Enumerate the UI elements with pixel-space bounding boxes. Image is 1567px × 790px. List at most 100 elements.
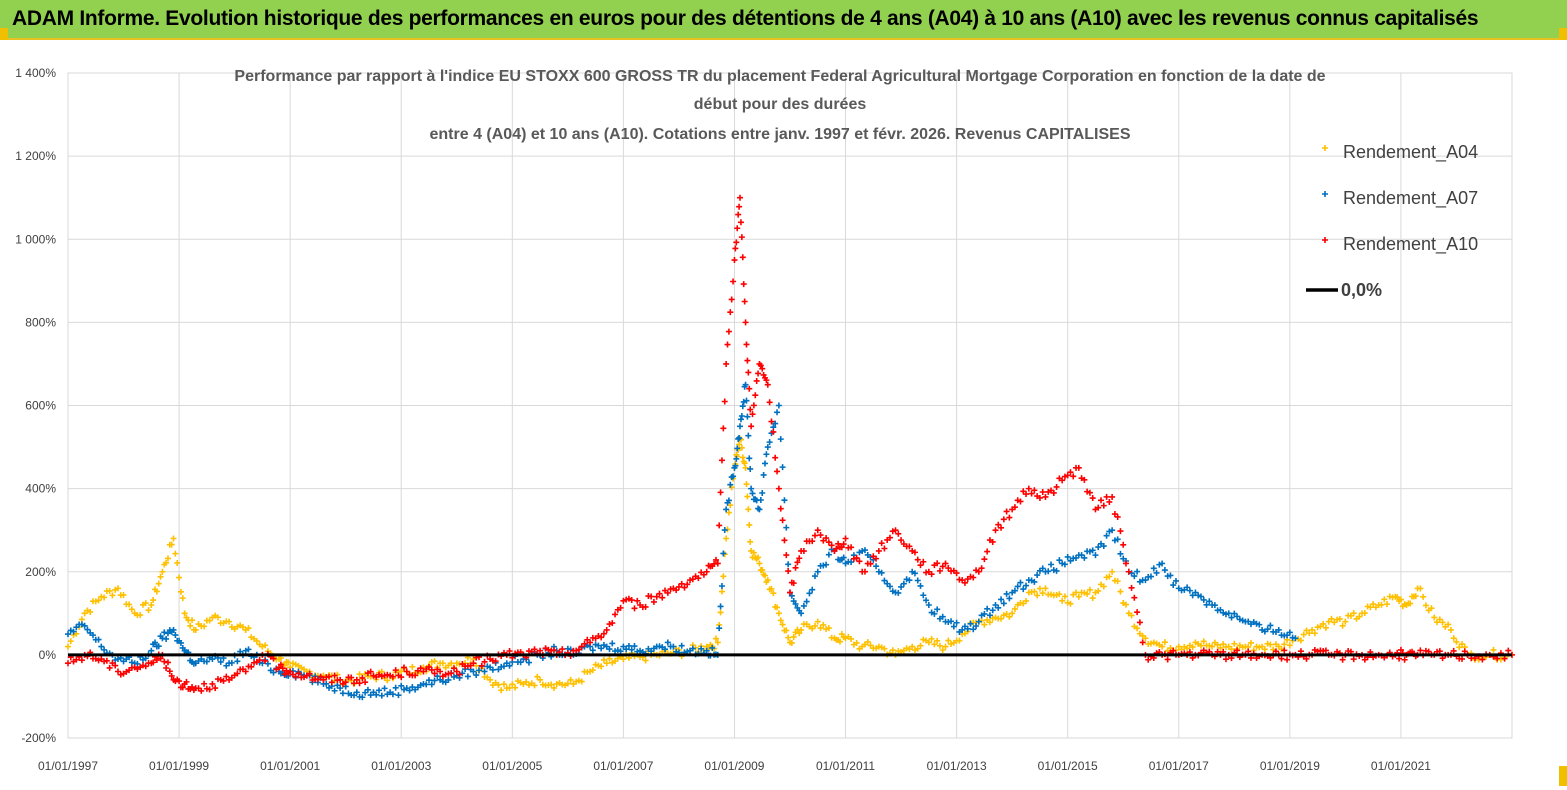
- data-point-rendement-a07-interp: [376, 687, 383, 694]
- data-point-rendement-a10: [1042, 493, 1049, 500]
- data-point-rendement-a07-interp: [423, 681, 430, 688]
- data-point-rendement-a10-interp: [1023, 491, 1030, 498]
- data-point-rendement-a10-interp: [995, 521, 1002, 528]
- data-point-rendement-a07-interp: [589, 647, 596, 654]
- data-point-rendement-a04-interp: [873, 645, 880, 652]
- data-point-rendement-a04-interp: [106, 587, 113, 594]
- data-point-rendement-a07-interp: [809, 586, 816, 593]
- data-point-rendement-a07-interp: [1289, 634, 1296, 641]
- data-point-rendement-a10-interp: [389, 673, 396, 680]
- data-point-rendement-a07-interp: [981, 610, 988, 617]
- legend-marker-swatch: [1322, 237, 1328, 243]
- data-point-rendement-a07-interp: [984, 605, 991, 612]
- data-point-rendement-a04: [742, 464, 749, 471]
- data-point-rendement-a04-interp: [1197, 642, 1204, 649]
- data-point-rendement-a10-interp: [755, 370, 762, 377]
- data-point-rendement-a10-interp: [351, 680, 358, 687]
- data-point-rendement-a10-interp: [1501, 655, 1508, 662]
- data-point-rendement-a10-interp: [417, 665, 424, 672]
- data-point-rendement-a04-interp: [889, 647, 896, 654]
- data-point-rendement-a10-interp: [650, 598, 657, 605]
- data-point-rendement-a10-interp: [359, 674, 366, 681]
- data-point-rendement-a07-interp: [1228, 614, 1235, 621]
- data-point-rendement-a07: [148, 647, 155, 654]
- data-point-rendement-a04-interp: [112, 586, 119, 593]
- data-point-rendement-a04-interp: [548, 681, 555, 688]
- data-point-rendement-a07-interp: [811, 573, 818, 580]
- data-point-rendement-a07-interp: [128, 659, 135, 666]
- data-point-rendement-a10-interp: [1128, 584, 1135, 591]
- data-point-rendement-a07-interp: [628, 646, 635, 653]
- data-point-rendement-a10-interp: [759, 365, 766, 372]
- data-point-rendement-a07-interp: [1239, 617, 1246, 624]
- data-point-rendement-a10-interp: [183, 678, 190, 685]
- data-point-rendement-a10-interp: [634, 597, 641, 604]
- data-point-rendement-a04-interp: [718, 588, 725, 595]
- data-point-rendement-a07-interp: [1106, 528, 1113, 535]
- data-point-rendement-a04-interp: [934, 637, 941, 644]
- data-point-rendement-a07-interp: [84, 626, 91, 633]
- data-point-rendement-a07-interp: [1056, 557, 1063, 564]
- data-point-rendement-a07: [748, 485, 755, 492]
- data-point-rendement-a07-interp: [745, 432, 752, 439]
- data-point-rendement-a07-interp: [803, 598, 810, 605]
- data-point-rendement-a10-interp: [478, 662, 485, 669]
- data-point-rendement-a04-interp: [1490, 646, 1497, 653]
- data-point-rendement-a04-interp: [1123, 601, 1130, 608]
- data-point-rendement-a10-interp: [667, 586, 674, 593]
- data-point-rendement-a04-interp: [1161, 639, 1168, 646]
- data-point-rendement-a04-interp: [741, 460, 748, 467]
- data-point-rendement-a04-interp: [790, 633, 797, 640]
- data-point-rendement-a04-interp: [95, 597, 102, 604]
- data-point-rendement-a10-interp: [142, 663, 149, 670]
- data-point-rendement-a07: [1092, 552, 1099, 559]
- data-point-rendement-a10-interp: [317, 673, 324, 680]
- data-point-rendement-a04-interp: [1428, 605, 1435, 612]
- data-point-rendement-a10-interp: [467, 662, 474, 669]
- data-point-rendement-a07-interp: [1103, 532, 1110, 539]
- data-point-rendement-a07-interp: [1000, 600, 1007, 607]
- data-point-rendement-a07-interp: [623, 646, 630, 653]
- data-point-rendement-a10-interp: [840, 541, 847, 548]
- data-point-rendement-a04-interp: [747, 538, 754, 545]
- data-point-rendement-a10-interp: [1272, 648, 1279, 655]
- data-point-rendement-a07-interp: [473, 672, 480, 679]
- data-point-rendement-a07-interp: [749, 490, 756, 497]
- data-point-rendement-a07-interp: [606, 646, 613, 653]
- data-point-rendement-a07-interp: [1167, 572, 1174, 579]
- data-point-rendement-a04-interp: [1417, 585, 1424, 592]
- data-point-rendement-a10-interp: [956, 576, 963, 583]
- data-point-rendement-a10-interp: [1000, 516, 1007, 523]
- data-point-rendement-a10-interp: [598, 634, 605, 641]
- legend-item: Rendement_A07: [1322, 188, 1478, 209]
- chart-title-line: début pour des durées: [694, 96, 867, 113]
- data-point-rendement-a07-interp: [481, 668, 488, 675]
- data-point-rendement-a07-interp: [1053, 567, 1060, 574]
- data-point-rendement-a10-interp: [398, 674, 405, 681]
- data-point-rendement-a07-interp: [1267, 622, 1274, 629]
- data-point-rendement-a10-interp: [923, 569, 930, 576]
- data-point-rendement-a10-interp: [356, 680, 363, 687]
- data-point-rendement-a07-interp: [179, 644, 186, 651]
- data-point-rendement-a10-interp: [279, 665, 286, 672]
- data-point-rendement-a07-interp: [878, 569, 885, 576]
- data-point-rendement-a07-interp: [1100, 543, 1107, 550]
- data-point-rendement-a10-interp: [718, 457, 725, 464]
- data-point-rendement-a10-interp: [617, 604, 624, 611]
- data-point-rendement-a04-interp: [783, 627, 790, 634]
- data-point-rendement-a04-interp: [1106, 573, 1113, 580]
- data-point-rendement-a07-interp: [228, 659, 235, 666]
- data-point-rendement-a04-interp: [1222, 643, 1229, 650]
- data-point-rendement-a07-interp: [395, 692, 402, 699]
- data-point-rendement-a07-interp: [484, 663, 491, 670]
- corner-marker-top-left: [0, 28, 8, 40]
- data-point-rendement-a04-interp: [531, 682, 538, 689]
- performance-chart: 1 400% 1 200% 1 000% 800% 600% 400% 200% 0% -200…: [15, 66, 1515, 773]
- data-point-rendement-a10-interp: [612, 611, 619, 618]
- data-point-rendement-a10: [653, 593, 660, 600]
- data-point-rendement-a10-interp: [1039, 489, 1046, 496]
- data-point-rendement-a10-interp: [153, 657, 160, 664]
- data-point-rendement-a07-interp: [161, 629, 168, 636]
- data-point-rendement-a04-interp: [825, 625, 832, 632]
- data-point-rendement-a04-interp: [1281, 641, 1288, 648]
